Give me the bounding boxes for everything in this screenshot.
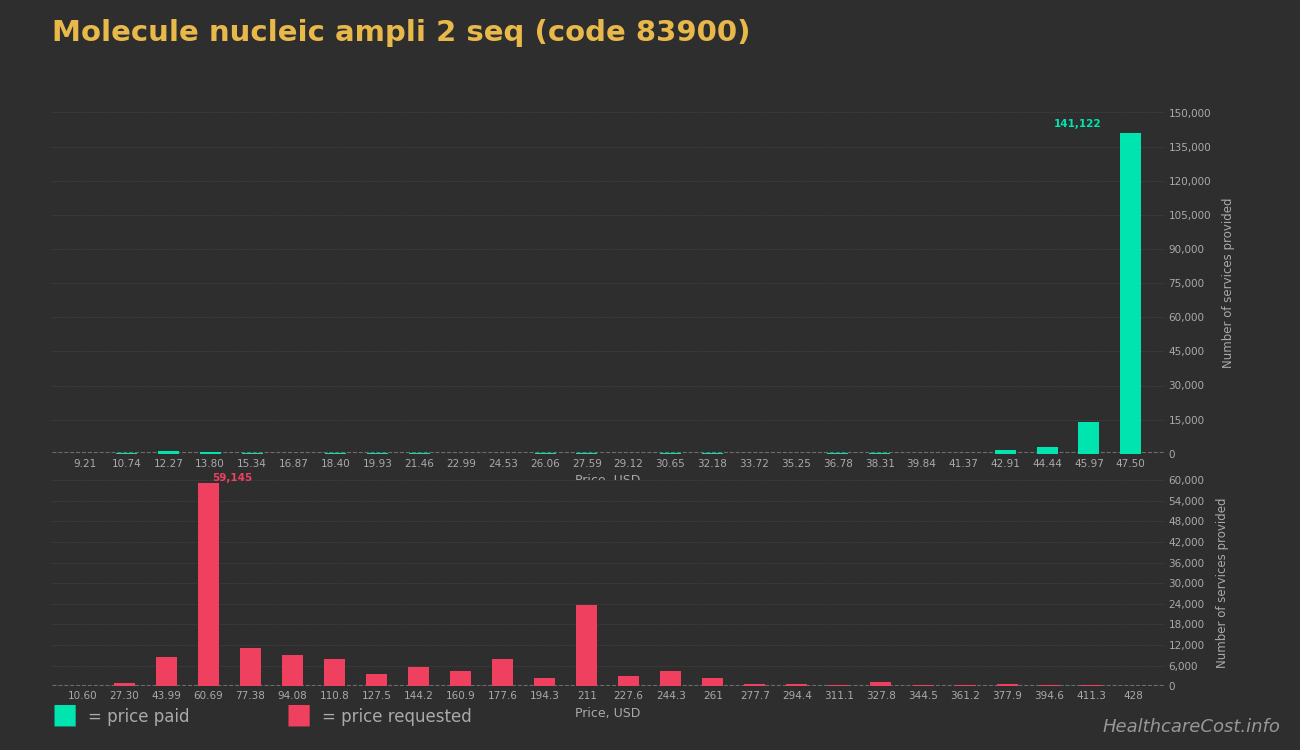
Bar <box>240 649 261 686</box>
Bar <box>157 451 179 454</box>
Text: ■: ■ <box>286 701 312 729</box>
Bar <box>534 678 555 686</box>
Bar <box>576 605 598 686</box>
Bar <box>702 678 723 686</box>
Bar <box>200 452 221 454</box>
Bar <box>745 683 766 686</box>
Bar <box>576 452 597 454</box>
Text: 59,145: 59,145 <box>212 473 252 483</box>
Y-axis label: Number of services provided: Number of services provided <box>1222 198 1235 368</box>
Bar <box>156 657 177 686</box>
Y-axis label: Number of services provided: Number of services provided <box>1216 498 1228 668</box>
Bar <box>1036 447 1058 454</box>
Bar <box>871 682 892 686</box>
Bar <box>367 674 387 686</box>
X-axis label: Price, USD: Price, USD <box>575 474 641 488</box>
Bar <box>954 685 975 686</box>
Bar <box>1121 133 1141 454</box>
Bar <box>198 483 218 686</box>
Bar <box>408 668 429 686</box>
Bar <box>324 658 344 686</box>
Bar <box>493 659 514 686</box>
Bar <box>994 450 1015 454</box>
Text: ■: ■ <box>52 701 78 729</box>
Bar <box>1039 685 1060 686</box>
Bar <box>618 676 640 686</box>
Text: Molecule nucleic ampli 2 seq (code 83900): Molecule nucleic ampli 2 seq (code 83900… <box>52 19 750 46</box>
Bar <box>786 683 807 686</box>
X-axis label: Price, USD: Price, USD <box>575 706 641 720</box>
Bar <box>114 682 135 686</box>
Bar <box>828 685 849 686</box>
Text: = price requested: = price requested <box>322 708 472 726</box>
Bar <box>450 670 471 686</box>
Bar <box>1079 422 1100 454</box>
Bar <box>997 684 1018 686</box>
Text: 141,122: 141,122 <box>1054 119 1102 129</box>
Text: HealthcareCost.info: HealthcareCost.info <box>1102 718 1280 736</box>
Bar <box>660 670 681 686</box>
Text: = price paid: = price paid <box>88 708 190 726</box>
Bar <box>282 656 303 686</box>
